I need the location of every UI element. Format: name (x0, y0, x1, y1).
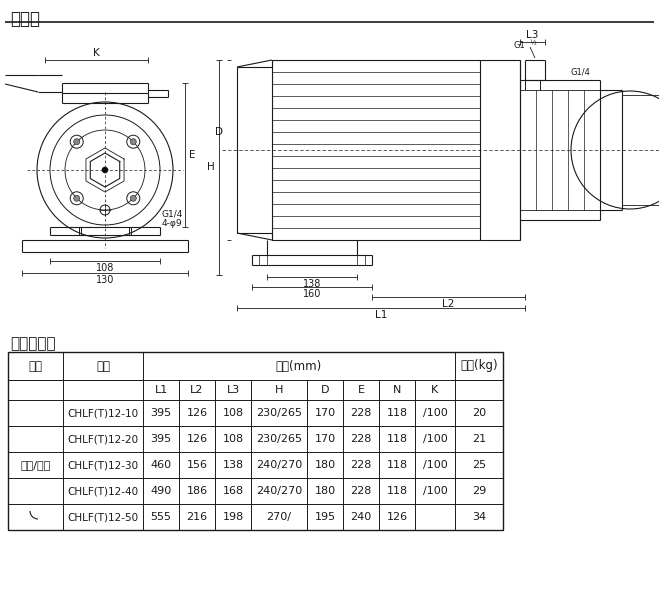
Text: 130: 130 (96, 275, 114, 285)
Text: H: H (207, 162, 215, 172)
Circle shape (130, 139, 136, 145)
Text: N: N (393, 385, 401, 395)
Text: H: H (275, 385, 283, 395)
Text: 460: 460 (150, 460, 171, 470)
Text: CHLF(T)12-30: CHLF(T)12-30 (67, 460, 138, 470)
Text: /100: /100 (422, 486, 447, 496)
Text: K: K (93, 48, 100, 58)
Text: 118: 118 (386, 486, 407, 496)
Text: 型号: 型号 (96, 359, 110, 373)
Text: 170: 170 (314, 408, 335, 418)
Text: L1: L1 (375, 310, 387, 320)
Circle shape (130, 195, 136, 201)
Text: D: D (215, 127, 223, 137)
Text: /100: /100 (422, 434, 447, 444)
Text: ½: ½ (530, 40, 537, 46)
Text: 电机: 电机 (28, 359, 42, 373)
Text: L1: L1 (154, 385, 167, 395)
Text: 138: 138 (303, 279, 321, 289)
Text: CHLF(T)12-40: CHLF(T)12-40 (67, 486, 138, 496)
Text: 29: 29 (472, 486, 486, 496)
Text: E: E (188, 150, 195, 160)
Text: D: D (321, 385, 330, 395)
Text: 170: 170 (314, 434, 335, 444)
Text: 490: 490 (150, 486, 171, 496)
Text: 240/270: 240/270 (256, 486, 302, 496)
Text: 180: 180 (314, 460, 335, 470)
Text: 240: 240 (351, 512, 372, 522)
Text: CHLF(T)12-20: CHLF(T)12-20 (67, 434, 138, 444)
Text: CHLF(T)12-10: CHLF(T)12-10 (67, 408, 138, 418)
Text: 395: 395 (150, 434, 171, 444)
Text: G1: G1 (513, 40, 525, 49)
Text: K: K (432, 385, 439, 395)
Text: L3: L3 (526, 30, 538, 40)
Text: 230/265: 230/265 (256, 408, 302, 418)
Text: 尺寸和重量: 尺寸和重量 (10, 336, 55, 351)
Text: L3: L3 (227, 385, 240, 395)
Circle shape (102, 167, 108, 173)
Text: 108: 108 (96, 263, 114, 273)
Text: 240/270: 240/270 (256, 460, 302, 470)
Text: 126: 126 (186, 408, 208, 418)
Text: L2: L2 (190, 385, 204, 395)
Text: 270/: 270/ (266, 512, 291, 522)
Text: 138: 138 (223, 460, 244, 470)
Text: 228: 228 (351, 486, 372, 496)
Text: 228: 228 (351, 460, 372, 470)
Text: 228: 228 (351, 408, 372, 418)
Text: L2: L2 (442, 299, 454, 309)
Text: 180: 180 (314, 486, 335, 496)
Text: 34: 34 (472, 512, 486, 522)
Text: 228: 228 (351, 434, 372, 444)
Text: 118: 118 (386, 434, 407, 444)
Circle shape (74, 195, 80, 201)
Text: 重量(kg): 重量(kg) (460, 359, 498, 373)
Text: 195: 195 (314, 512, 335, 522)
Text: 118: 118 (386, 408, 407, 418)
Text: 126: 126 (186, 434, 208, 444)
Text: CHLF(T)12-50: CHLF(T)12-50 (67, 512, 138, 522)
Text: 395: 395 (150, 408, 171, 418)
Text: 126: 126 (386, 512, 407, 522)
Text: 168: 168 (223, 486, 244, 496)
Text: 118: 118 (386, 460, 407, 470)
Text: 安装图: 安装图 (10, 10, 40, 28)
Text: 186: 186 (186, 486, 208, 496)
Text: 4-φ9: 4-φ9 (162, 219, 183, 229)
Text: 108: 108 (223, 408, 244, 418)
Text: E: E (357, 385, 364, 395)
Text: 20: 20 (472, 408, 486, 418)
Circle shape (74, 139, 80, 145)
Text: /100: /100 (422, 408, 447, 418)
Text: 198: 198 (222, 512, 244, 522)
Text: 25: 25 (472, 460, 486, 470)
Text: 160: 160 (303, 289, 321, 299)
Text: G1/4: G1/4 (570, 68, 590, 77)
Text: 尺寸(mm): 尺寸(mm) (276, 359, 322, 373)
Text: 216: 216 (186, 512, 208, 522)
Text: /100: /100 (422, 460, 447, 470)
Text: 555: 555 (150, 512, 171, 522)
Text: G1/4: G1/4 (162, 209, 183, 218)
Text: 21: 21 (472, 434, 486, 444)
Text: 108: 108 (223, 434, 244, 444)
Bar (8, 352, 503, 530)
Text: 230/265: 230/265 (256, 434, 302, 444)
Text: 156: 156 (186, 460, 208, 470)
Text: 三相/单相: 三相/单相 (20, 460, 51, 470)
